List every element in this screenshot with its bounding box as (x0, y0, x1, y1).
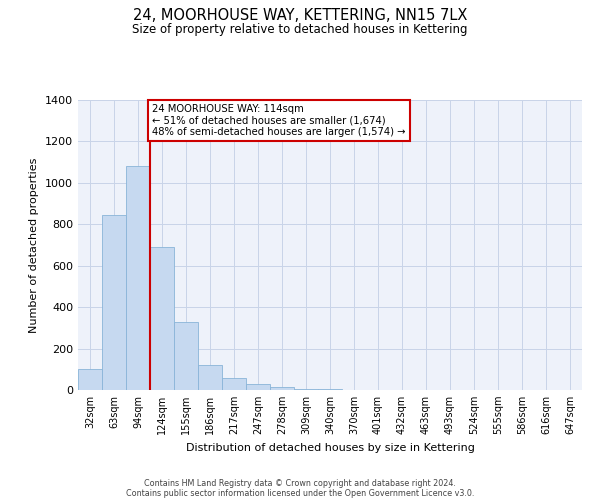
X-axis label: Distribution of detached houses by size in Kettering: Distribution of detached houses by size … (185, 442, 475, 452)
Text: Contains HM Land Registry data © Crown copyright and database right 2024.: Contains HM Land Registry data © Crown c… (144, 478, 456, 488)
Text: 24 MOORHOUSE WAY: 114sqm
← 51% of detached houses are smaller (1,674)
48% of sem: 24 MOORHOUSE WAY: 114sqm ← 51% of detach… (152, 104, 406, 138)
Bar (270, 387, 294, 390)
Bar (78, 370, 102, 390)
Bar (198, 365, 222, 390)
Bar (174, 322, 198, 390)
Bar (246, 384, 270, 390)
Bar (126, 166, 150, 390)
Y-axis label: Number of detached properties: Number of detached properties (29, 158, 40, 332)
Text: Contains public sector information licensed under the Open Government Licence v3: Contains public sector information licen… (126, 488, 474, 498)
Bar (294, 389, 318, 390)
Text: Size of property relative to detached houses in Kettering: Size of property relative to detached ho… (132, 22, 468, 36)
Bar (318, 389, 342, 390)
Bar (222, 378, 246, 390)
Bar (150, 247, 174, 390)
Bar (102, 215, 126, 390)
Text: 24, MOORHOUSE WAY, KETTERING, NN15 7LX: 24, MOORHOUSE WAY, KETTERING, NN15 7LX (133, 8, 467, 22)
